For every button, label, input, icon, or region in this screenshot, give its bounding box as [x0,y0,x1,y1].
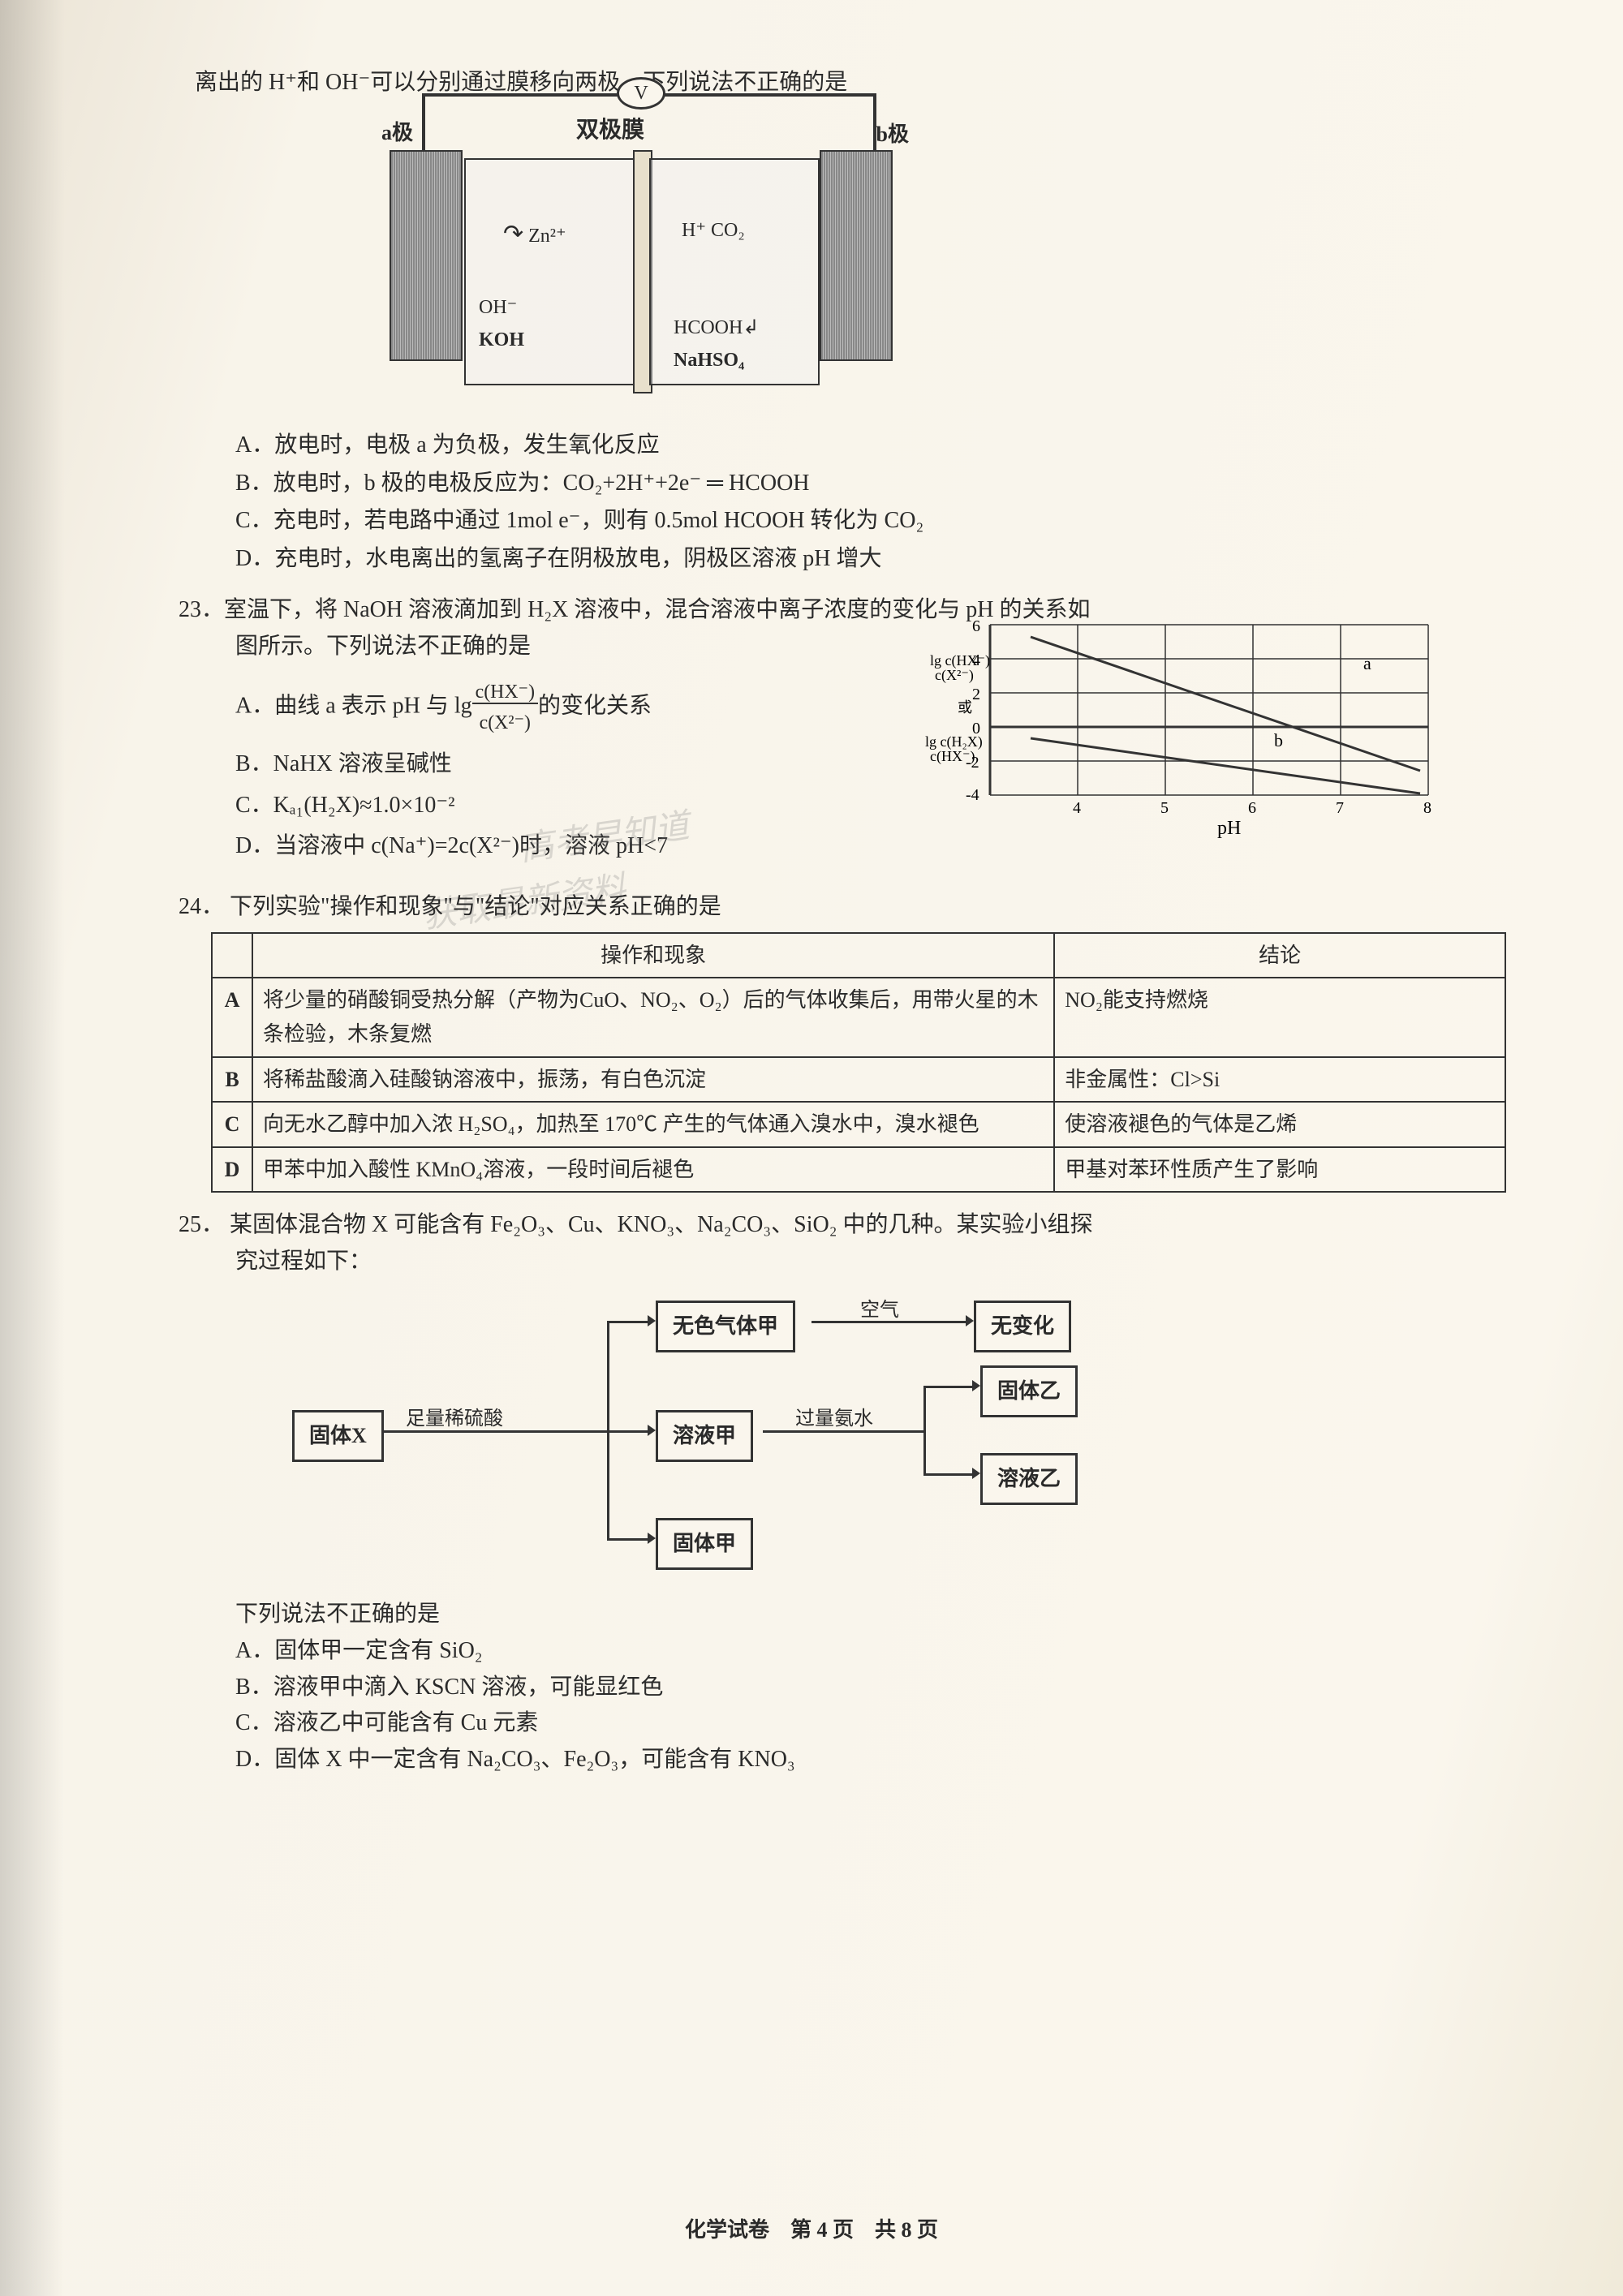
box-solution-yi: 溶液乙 [980,1453,1078,1505]
box-no-change: 无变化 [974,1301,1071,1352]
q22-diagram: V a极 b极 双极膜 ↷ Zn²⁺ OH⁻ KOH H⁺ CO₂ HCOOH↲… [357,110,941,418]
q25-followup: 下列说法不正确的是 [235,1597,1509,1633]
voltmeter-icon: V [617,77,665,110]
q23-block: 23． 室温下，将 NaOH 溶液滴加到 H₂X 溶液中，混合溶液中离子浓度的变… [146,592,1509,865]
label-h-co2: H⁺ CO₂ [682,215,745,246]
q22-opt-d: D．充电时，水电离出的氢离子在阴极放电，阴极区溶液 pH 增大 [235,541,1509,578]
arrow-yi1 [923,1386,972,1388]
svg-text:c(HX⁻): c(HX⁻) [930,748,975,765]
arrow-yi2 [923,1473,972,1476]
cell-body: a极 b极 双极膜 ↷ Zn²⁺ OH⁻ KOH H⁺ CO₂ HCOOH↲ N… [390,150,893,385]
svg-text:4: 4 [1073,799,1081,817]
q25-number: 25． [179,1212,224,1237]
branch-v2 [923,1386,926,1475]
table-row: D 甲苯中加入酸性 KMnO₄溶液，一段时间后褪色 甲基对苯环性质产生了影响 [212,1147,1505,1193]
box-solution-jia: 溶液甲 [656,1410,753,1462]
q22-opt-a: A．放电时，电极 a 为负极，发生氧化反应 [235,428,1509,464]
svg-text:8: 8 [1423,799,1431,817]
q23-opt-a: A．曲线 a 表示 pH 与 lgc(HX⁻)c(X²⁻)的变化关系 [235,677,901,738]
curve-a-label: a [1363,653,1371,673]
q24-stem: 下列实验"操作和现象"与"结论"对应关系正确的是 [230,894,721,919]
q22-options: A．放电时，电极 a 为负极，发生氧化反应 B．放电时，b 极的电极反应为：CO… [235,428,1509,578]
arrow-to-solid [607,1538,648,1541]
arrow-to-gas [607,1321,648,1323]
box-solid-x: 固体X [292,1410,384,1462]
curve-b-label: b [1274,730,1283,750]
arrowhead-gas [648,1315,656,1326]
svg-text:6: 6 [1248,799,1256,817]
arrowhead-yi1 [972,1380,980,1391]
q24-header-conc: 结论 [1054,933,1505,978]
arrowhead-yi2 [972,1468,980,1479]
page-container: 离出的 H⁺和 OH⁻可以分别通过膜移向两极。下列说法不正确的是 V a极 b极… [0,0,1623,2296]
label-nahso4: NaHSO₄ [674,345,744,376]
box-gas-jia: 无色气体甲 [656,1301,795,1352]
box-solid-yi: 固体乙 [980,1365,1078,1417]
q25-stem-1: 某固体混合物 X 可能含有 Fe₂O₃、Cu、KNO₃、Na₂CO₃、SiO₂ … [230,1212,1092,1237]
q24-header-op: 操作和现象 [252,933,1054,978]
q25-opt-a: A．固体甲一定含有 SiO₂ [235,1633,1509,1670]
svg-text:c(X²⁻): c(X²⁻) [935,667,974,684]
svg-text:-4: -4 [966,786,979,804]
arrowhead-solid [648,1533,656,1544]
q25-flowchart: 固体X 足量稀硫酸 无色气体甲 溶液甲 固体甲 空气 无变化 过量氨水 [292,1288,1266,1580]
label-b-electrode: b极 [876,118,909,152]
wire-left [422,93,425,150]
arrow-to-sol [607,1430,648,1433]
svg-text:6: 6 [972,617,980,635]
electrode-b [820,150,893,361]
table-row: A 将少量的硝酸铜受热分解（产物为CuO、NO₂、O₂）后的气体收集后，用带火星… [212,978,1505,1056]
label-hcooh: HCOOH↲ [674,312,759,343]
x-axis-label: pH [1217,818,1241,839]
q23-opt-b: B．NaHX 溶液呈碱性 [235,746,901,783]
q25-opt-d: D．固体 X 中一定含有 Na₂CO₃、Fe₂O₃，可能含有 KNO₃ [235,1742,1509,1778]
q24-block: 24． 下列实验"操作和现象"与"结论"对应关系正确的是 操作和现象 结论 A … [146,889,1509,1193]
box-solid-jia: 固体甲 [656,1518,753,1570]
arrow-ammonia-label: 过量氨水 [795,1404,873,1434]
q23-chart-svg: a b 6 4 2 0 -2 -4 4 5 6 7 8 pH [925,617,1444,844]
q23-opt-c: C．Kₐ₁(H₂X)≈1.0×10⁻² [235,788,901,824]
label-oh: OH⁻ [479,292,517,323]
q25-opt-b: B．溶液甲中滴入 KSCN 溶液，可能显红色 [235,1670,1509,1706]
arrow-1-label: 足量稀硫酸 [406,1404,503,1434]
q24-number: 24． [179,894,224,919]
q25-block: 25． 某固体混合物 X 可能含有 Fe₂O₃、Cu、KNO₃、Na₂CO₃、S… [146,1207,1509,1778]
q24-header-row: 操作和现象 结论 [212,933,1505,978]
q25-stem-2: 究过程如下： [235,1244,1509,1280]
table-row: C 向无水乙醇中加入浓 H₂SO₄，加热至 170℃ 产生的气体通入溴水中，溴水… [212,1102,1505,1147]
svg-text:2: 2 [972,686,980,703]
page-shadow [0,0,65,2296]
page-footer: 化学试卷 第 4 页 共 8 页 [0,2213,1623,2247]
q23-opt-d: D．当溶液中 c(Na⁺)=2c(X²⁻)时，溶液 pH<7 [235,828,901,865]
electrode-a [390,150,463,361]
arrowhead-air [966,1315,974,1326]
svg-text:或: 或 [958,699,972,716]
q22-opt-c: C．充电时，若电路中通过 1mol e⁻，则有 0.5mol HCOOH 转化为… [235,503,1509,540]
label-a-electrode: a极 [381,116,413,150]
label-koh: KOH [479,325,524,355]
arrowhead-sol [648,1425,656,1436]
q25-opt-c: C．溶液乙中可能含有 Cu 元素 [235,1705,1509,1742]
q24-table: 操作和现象 结论 A 将少量的硝酸铜受热分解（产物为CuO、NO₂、O₂）后的气… [211,932,1506,1193]
label-membrane: 双极膜 [576,113,644,149]
label-zn: ↷ Zn²⁺ [503,215,566,254]
svg-text:7: 7 [1336,799,1344,817]
q22-opt-b: B．放电时，b 极的电极反应为：CO₂+2H⁺+2e⁻ ═ HCOOH [235,466,1509,502]
svg-text:5: 5 [1160,799,1169,817]
table-row: B 将稀盐酸滴入硅酸钠溶液中，振荡，有白色沉淀 非金属性：Cl>Si [212,1057,1505,1103]
arrow-air-label: 空气 [860,1295,899,1326]
q23-number: 23． [179,592,224,629]
q23-graph: a b 6 4 2 0 -2 -4 4 5 6 7 8 pH [925,617,1444,844]
